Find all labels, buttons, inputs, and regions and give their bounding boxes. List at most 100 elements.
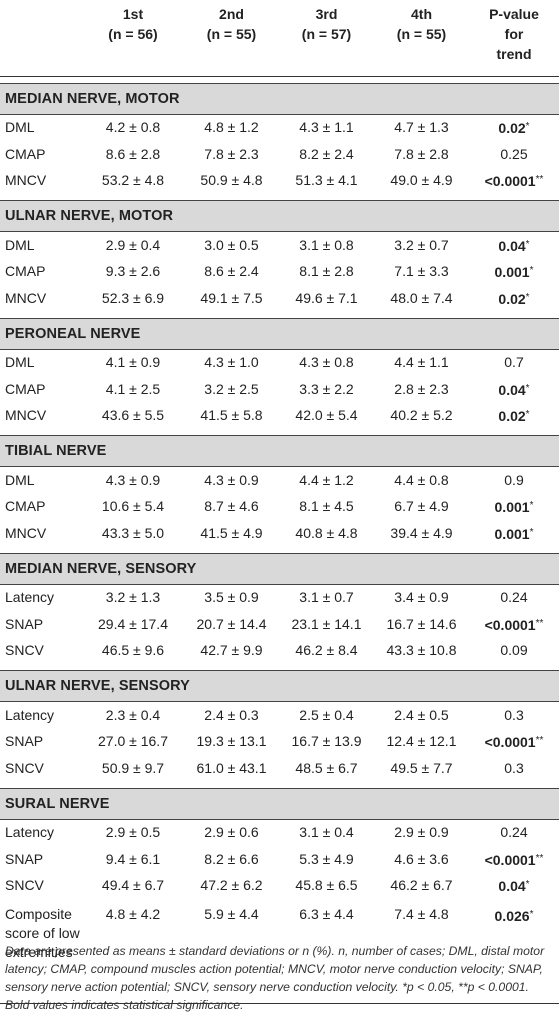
p-value: <0.0001 — [484, 616, 536, 633]
section-title: PERONEAL NERVE — [0, 317, 559, 350]
value-cell-quartile-1: 3.2 ± 1.3 — [105, 589, 161, 606]
value-cell-quartile-2: 3.0 ± 0.5 — [204, 236, 259, 253]
table-row: Latency 2.3 ± 0.4 2.4 ± 0.3 2.5 ± 0.4 2.4 ± … — [0, 702, 559, 729]
value-cell-quartile-4: 7.1 ± 3.3 — [394, 263, 449, 280]
p-value-cell: 0.026* — [469, 899, 559, 1004]
value-cell-quartile-2: 3.5 ± 0.9 — [204, 589, 259, 606]
table-row: SNAP 29.4 ± 17.4 20.7 ± 14.4 23.1 ± 14.1 16.… — [0, 611, 559, 638]
value-cell-quartile-4: 40.2 ± 5.2 — [390, 407, 453, 424]
header-quartile-3-n: (n = 57) — [301, 26, 352, 42]
significance-marker: ** — [535, 735, 544, 747]
section-title: MEDIAN NERVE, MOTOR — [0, 82, 559, 115]
row-label: Composite score of low extremities — [0, 899, 82, 1004]
value-cell-quartile-1: 27.0 ± 16.7 — [98, 733, 168, 750]
header-quartile-4: 4th (n = 55) — [374, 0, 469, 77]
p-value: 0.24 — [500, 589, 528, 606]
p-value-cell: 0.7 — [469, 349, 559, 376]
header-p-value-line1: P-value — [489, 6, 539, 22]
row-label: SNAP — [5, 615, 44, 632]
table-row: DML 4.3 ± 0.9 4.3 ± 0.9 4.4 ± 1.2 4.4 ± 0.8 0… — [0, 467, 559, 494]
value-cell-quartile-1: 2.3 ± 0.4 — [105, 706, 161, 723]
value-cell-quartile-4: 4.4 ± 1.1 — [394, 354, 449, 371]
value-cell-quartile-2: 4.3 ± 0.9 — [204, 471, 259, 488]
value-cell-quartile-4: 4.4 ± 0.8 — [394, 471, 449, 488]
value-cell-quartile-2: 41.5 ± 5.8 — [200, 407, 263, 424]
significance-marker: * — [525, 879, 530, 891]
significance-marker: * — [529, 500, 534, 512]
p-value-cell: 0.9 — [469, 467, 559, 494]
p-value: 0.25 — [500, 145, 528, 162]
row-label: MNCV — [5, 172, 47, 189]
value-cell-quartile-1: 9.4 ± 6.1 — [105, 850, 161, 867]
p-value: <0.0001 — [484, 173, 536, 190]
significance-marker: * — [525, 409, 530, 421]
p-value: 0.9 — [504, 471, 524, 488]
p-value: 0.09 — [500, 642, 528, 659]
significance-marker: * — [529, 265, 534, 277]
value-cell-quartile-3: 4.3 ± 1.1 — [299, 119, 354, 136]
header-quartile-4-label: 4th — [411, 6, 432, 22]
table-row: MNCV 43.6 ± 5.5 41.5 ± 5.8 42.0 ± 5.4 40.2 ±… — [0, 403, 559, 430]
table-footnote: Data are presented as means ± standard d… — [5, 944, 545, 1012]
value-cell-quartile-3: 4.3 ± 0.8 — [299, 354, 354, 371]
value-cell-quartile-1: 4.1 ± 0.9 — [105, 354, 161, 371]
header-p-value: P-value for trend — [469, 0, 559, 77]
table-row: DML 4.1 ± 0.9 4.3 ± 1.0 4.3 ± 0.8 4.4 ± 1.1 0… — [0, 349, 559, 376]
value-cell-quartile-4: 48.0 ± 7.4 — [390, 289, 453, 306]
p-value-cell: 0.24 — [469, 584, 559, 611]
section-header-row: ULNAR NERVE, SENSORY — [0, 670, 559, 702]
row-label: SNAP — [5, 850, 44, 867]
value-cell-quartile-3: 42.0 ± 5.4 — [295, 407, 358, 424]
section-header-row: MEDIAN NERVE, MOTOR — [0, 82, 559, 115]
value-cell-quartile-3: 48.5 ± 6.7 — [295, 759, 358, 776]
p-value-cell: 0.04* — [469, 376, 559, 403]
section-header-row: MEDIAN NERVE, SENSORY — [0, 552, 559, 585]
row-label: DML — [5, 236, 35, 253]
header-quartile-3: 3rd (n = 57) — [279, 0, 374, 77]
section-title: MEDIAN NERVE, SENSORY — [0, 552, 559, 585]
value-cell-quartile-4: 16.7 ± 14.6 — [386, 615, 457, 632]
value-cell-quartile-2: 8.7 ± 4.6 — [204, 498, 259, 515]
p-value: 0.04 — [498, 381, 526, 398]
table-row: SNAP 27.0 ± 16.7 19.3 ± 13.1 16.7 ± 13.9 12.… — [0, 729, 559, 756]
header-p-value-line3: trend — [496, 46, 532, 62]
p-value: 0.04 — [498, 237, 526, 254]
value-cell-quartile-3: 16.7 ± 13.9 — [291, 733, 362, 750]
value-cell-quartile-3: 49.6 ± 7.1 — [295, 289, 358, 306]
p-value: 0.7 — [504, 354, 524, 371]
significance-marker: ** — [535, 852, 544, 864]
header-quartile-1-label: 1st — [122, 6, 144, 22]
value-cell-quartile-2: 41.5 ± 4.9 — [200, 524, 263, 541]
p-value-cell: 0.3 — [469, 702, 559, 729]
spacer-cell — [0, 76, 559, 83]
significance-marker: * — [529, 909, 534, 920]
table-row: Latency 3.2 ± 1.3 3.5 ± 0.9 3.1 ± 0.7 3.4 ± … — [0, 584, 559, 611]
value-cell-quartile-1: 4.1 ± 2.5 — [105, 380, 161, 397]
value-cell-quartile-2: 5.9 ± 4.4 — [184, 899, 279, 1004]
p-value-cell: 0.3 — [469, 755, 559, 782]
p-value: 0.24 — [500, 824, 528, 841]
p-value: <0.0001 — [484, 734, 536, 751]
value-cell-quartile-2: 8.6 ± 2.4 — [204, 263, 259, 280]
value-cell-quartile-1: 4.2 ± 0.8 — [105, 119, 161, 136]
p-value-cell: 0.04* — [469, 232, 559, 259]
table-row: CMAP 8.6 ± 2.8 7.8 ± 2.3 8.2 ± 2.4 7.8 ± 2.8… — [0, 141, 559, 168]
p-value-cell: <0.0001** — [469, 729, 559, 756]
header-quartile-1: 1st (n = 56) — [82, 0, 184, 77]
row-label: CMAP — [5, 145, 46, 162]
value-cell-quartile-2: 2.4 ± 0.3 — [204, 706, 259, 723]
value-cell-quartile-3: 3.1 ± 0.7 — [299, 589, 354, 606]
value-cell-quartile-3: 8.2 ± 2.4 — [299, 145, 354, 162]
table-row: Latency 2.9 ± 0.5 2.9 ± 0.6 3.1 ± 0.4 2.9 ± … — [0, 819, 559, 846]
value-cell-quartile-2: 4.3 ± 1.0 — [204, 354, 259, 371]
section-title: ULNAR NERVE, MOTOR — [0, 200, 559, 232]
value-cell-quartile-1: 50.9 ± 9.7 — [101, 759, 165, 776]
value-cell-quartile-4: 49.5 ± 7.7 — [390, 759, 453, 776]
value-cell-quartile-1: 52.3 ± 6.9 — [101, 289, 165, 306]
significance-marker: * — [525, 382, 530, 394]
value-cell-quartile-4: 12.4 ± 12.1 — [386, 733, 457, 750]
value-cell-quartile-1: 4.3 ± 0.9 — [105, 471, 161, 488]
row-label: MNCV — [5, 524, 47, 541]
section-header-row: ULNAR NERVE, MOTOR — [0, 200, 559, 232]
value-cell-quartile-2: 49.1 ± 7.5 — [200, 289, 263, 306]
